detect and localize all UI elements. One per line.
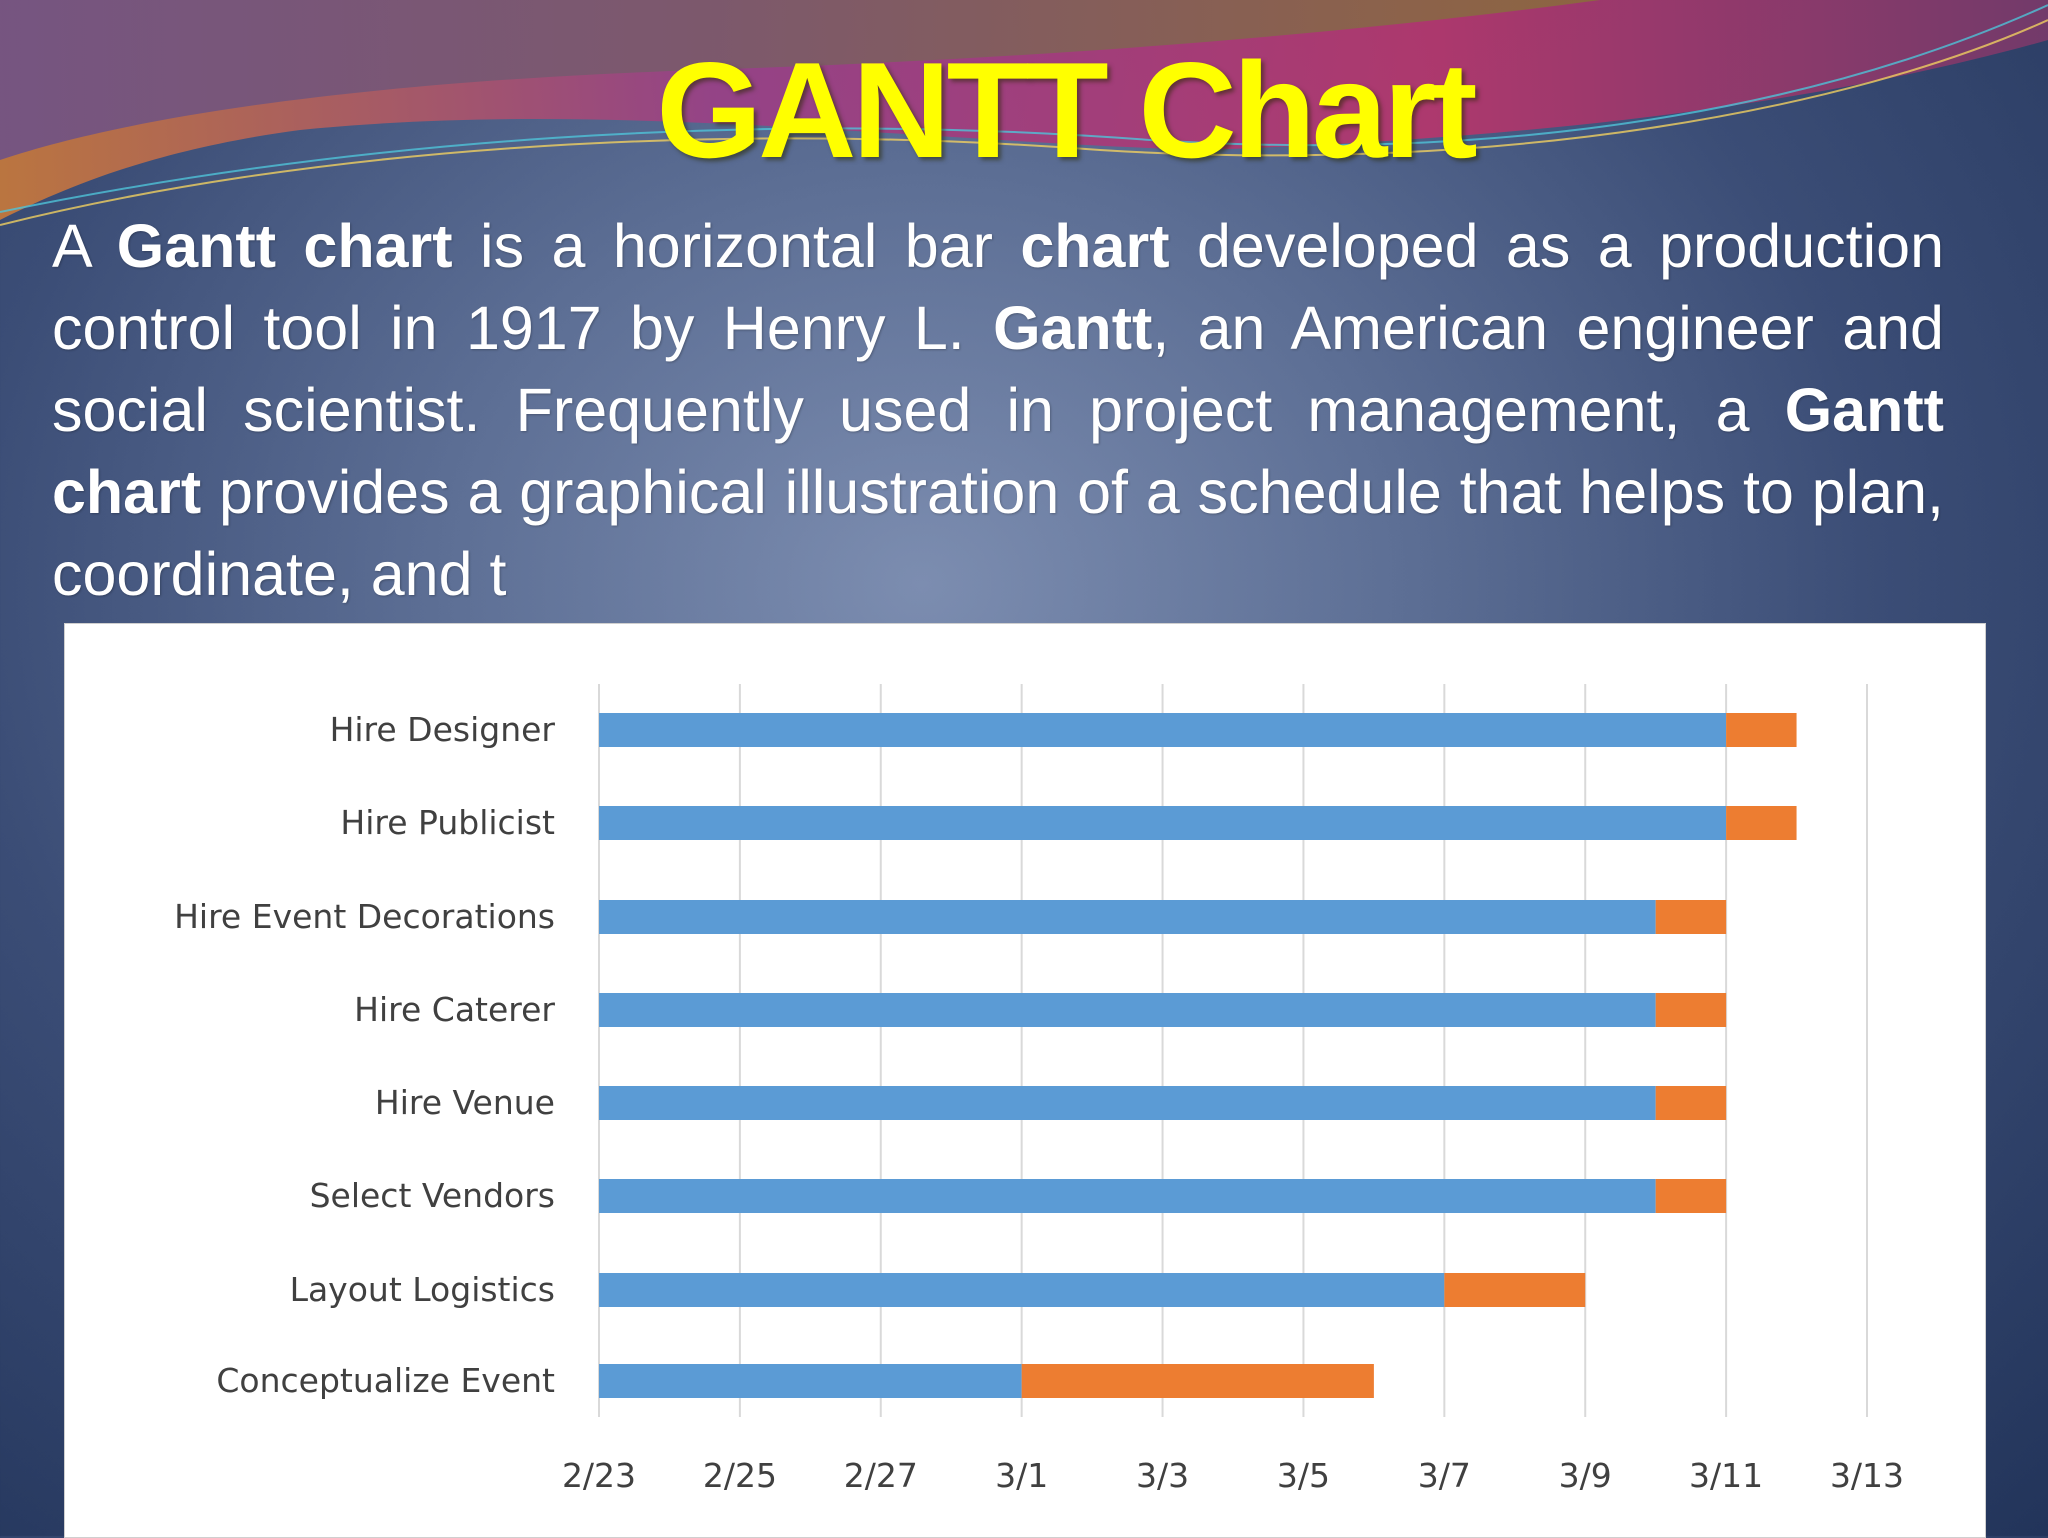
paragraph-segment: is a horizontal bar bbox=[452, 212, 1021, 280]
paragraph-segment: Gantt chart bbox=[116, 212, 453, 280]
task-label: Layout Logistics bbox=[290, 1270, 555, 1309]
paragraph-segment: Gantt bbox=[993, 294, 1153, 362]
bar-start-date bbox=[599, 1179, 1656, 1213]
x-tick-label: 2/23 bbox=[562, 1456, 636, 1495]
bar-duration bbox=[1655, 1179, 1727, 1213]
paragraph-segment: A bbox=[52, 212, 117, 280]
bar-start-date bbox=[599, 993, 1656, 1027]
paragraph-segment: chart bbox=[1020, 212, 1170, 280]
task-label: Select Vendors bbox=[310, 1176, 555, 1215]
bar-start-date bbox=[599, 1273, 1445, 1307]
decorative-swoosh bbox=[0, 0, 2048, 226]
paragraph-segment: Gantt chart bbox=[52, 376, 1944, 526]
x-tick-label: 3/3 bbox=[1136, 1456, 1189, 1495]
bar-duration bbox=[1655, 900, 1727, 934]
gantt-chart-svg: 2/23 2/25 2/27 3/1 3/3 3/5 3/7 3/9 3/11 3/13 Hire … bbox=[174, 684, 1904, 1495]
bar-start-date bbox=[599, 1086, 1656, 1120]
bar-duration bbox=[1726, 806, 1797, 840]
slide-paragraph: A Gantt chart is a horizontal bar chart … bbox=[52, 205, 1944, 615]
bar-duration bbox=[1444, 1273, 1586, 1307]
x-tick-label: 3/9 bbox=[1559, 1456, 1612, 1495]
x-tick-label: 2/25 bbox=[703, 1456, 777, 1495]
bar-duration bbox=[1726, 713, 1797, 747]
x-tick-label: 3/13 bbox=[1830, 1456, 1904, 1495]
paragraph-segment: developed as a production control tool i… bbox=[52, 212, 1944, 362]
x-tick-label: 3/5 bbox=[1277, 1456, 1330, 1495]
bar-duration bbox=[1655, 1086, 1727, 1120]
bar-start-date bbox=[599, 1364, 1022, 1398]
task-label: Hire Venue bbox=[375, 1083, 555, 1122]
task-label: Hire Publicist bbox=[340, 803, 555, 842]
x-tick-label: 2/27 bbox=[844, 1456, 918, 1495]
bar-duration bbox=[1021, 1364, 1374, 1398]
bar-start-date bbox=[599, 713, 1727, 747]
bar-start-date bbox=[599, 900, 1656, 934]
paragraph-segment: , an American engineer and social scient… bbox=[52, 294, 1944, 444]
gantt-chart: 2/23 2/25 2/27 3/1 3/3 3/5 3/7 3/9 3/11 3/13 Hire … bbox=[64, 623, 1986, 1538]
bar-duration bbox=[1655, 993, 1727, 1027]
task-label: Conceptualize Event bbox=[216, 1361, 555, 1400]
bar-start-date bbox=[599, 806, 1727, 840]
x-tick-label: 3/11 bbox=[1689, 1456, 1763, 1495]
x-tick-label: 3/7 bbox=[1418, 1456, 1471, 1495]
task-label: Hire Caterer bbox=[354, 990, 555, 1029]
x-tick-label: 3/1 bbox=[995, 1456, 1048, 1495]
task-label: Hire Designer bbox=[330, 710, 556, 749]
paragraph-segment: provides a graphical illustration of a s… bbox=[52, 458, 1944, 608]
slide-title: GANTT Chart bbox=[656, 34, 1477, 186]
task-label: Hire Event Decorations bbox=[174, 897, 555, 936]
